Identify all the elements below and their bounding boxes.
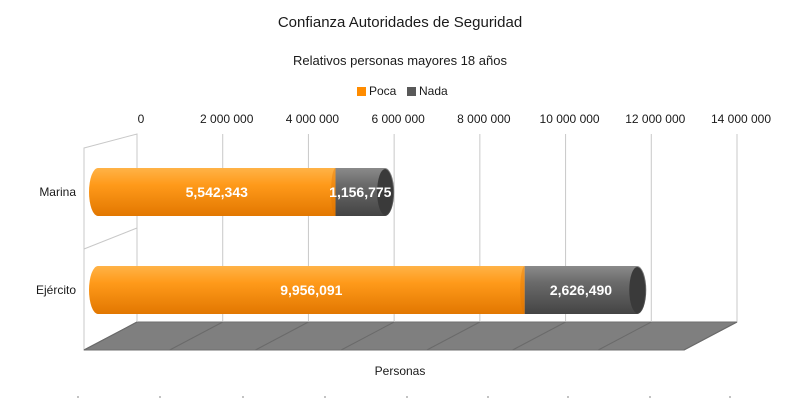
x-tick-label: 4 000 000	[286, 112, 340, 126]
chart-subtitle: Relativos personas mayores 18 años	[293, 53, 507, 68]
data-label: 2,626,490	[550, 282, 612, 298]
chart-title: Confianza Autoridades de Seguridad	[278, 14, 522, 31]
x-tick-label: 14 000 000	[711, 112, 771, 126]
side-wall	[83, 133, 138, 351]
legend-label: Nada	[419, 84, 448, 98]
floor-line	[512, 321, 566, 351]
decorative-dot	[406, 396, 408, 398]
category-separator	[83, 227, 138, 250]
legend-swatch	[357, 87, 366, 96]
floor-line	[598, 321, 652, 351]
floor-line	[340, 321, 395, 351]
legend-label: Poca	[369, 84, 397, 98]
x-tick-label: 0	[138, 112, 145, 126]
decorative-dot	[242, 396, 244, 398]
floor-line	[255, 321, 309, 351]
bar-segment	[524, 266, 647, 314]
category-label: Marina	[39, 185, 76, 199]
bar-segment	[89, 266, 530, 314]
x-axis-label: Personas	[375, 364, 426, 378]
decorative-dot	[159, 396, 161, 398]
data-label: 5,542,343	[186, 184, 248, 200]
gridlines	[136, 134, 738, 322]
decorative-dot	[324, 396, 326, 398]
x-tick-label: 6 000 000	[371, 112, 425, 126]
decorative-dot	[649, 396, 651, 398]
data-label: 1,156,775	[329, 184, 391, 200]
bars	[89, 168, 647, 314]
x-tick-label: 10 000 000	[540, 112, 600, 126]
plot-area	[83, 133, 738, 351]
data-labels: 5,542,343 1,156,775 9,956,091 2,626,490	[186, 184, 613, 298]
floor-line	[683, 321, 738, 351]
x-axis-ticks: 0 2 000 000 4 000 000 6 000 000 8 000 000 10 …	[138, 112, 772, 126]
floor-lines	[83, 321, 738, 351]
x-tick-label: 2 000 000	[200, 112, 254, 126]
floor-line	[169, 321, 223, 351]
legend-swatch	[407, 87, 416, 96]
y-axis-categories: Marina Ejército	[36, 185, 76, 297]
decorative-dot	[729, 396, 731, 398]
x-tick-label: 12 000 000	[625, 112, 685, 126]
category-label: Ejército	[36, 283, 76, 297]
bottom-dots	[77, 396, 731, 398]
legend: Poca Nada	[357, 84, 448, 98]
x-tick-label: 8 000 000	[457, 112, 511, 126]
floor-line	[83, 321, 138, 351]
floor	[83, 321, 738, 351]
decorative-dot	[77, 396, 79, 398]
bar-segment	[335, 168, 395, 216]
data-label: 9,956,091	[280, 282, 342, 298]
decorative-dot	[567, 396, 569, 398]
floor-line	[426, 321, 481, 351]
decorative-dot	[487, 396, 489, 398]
